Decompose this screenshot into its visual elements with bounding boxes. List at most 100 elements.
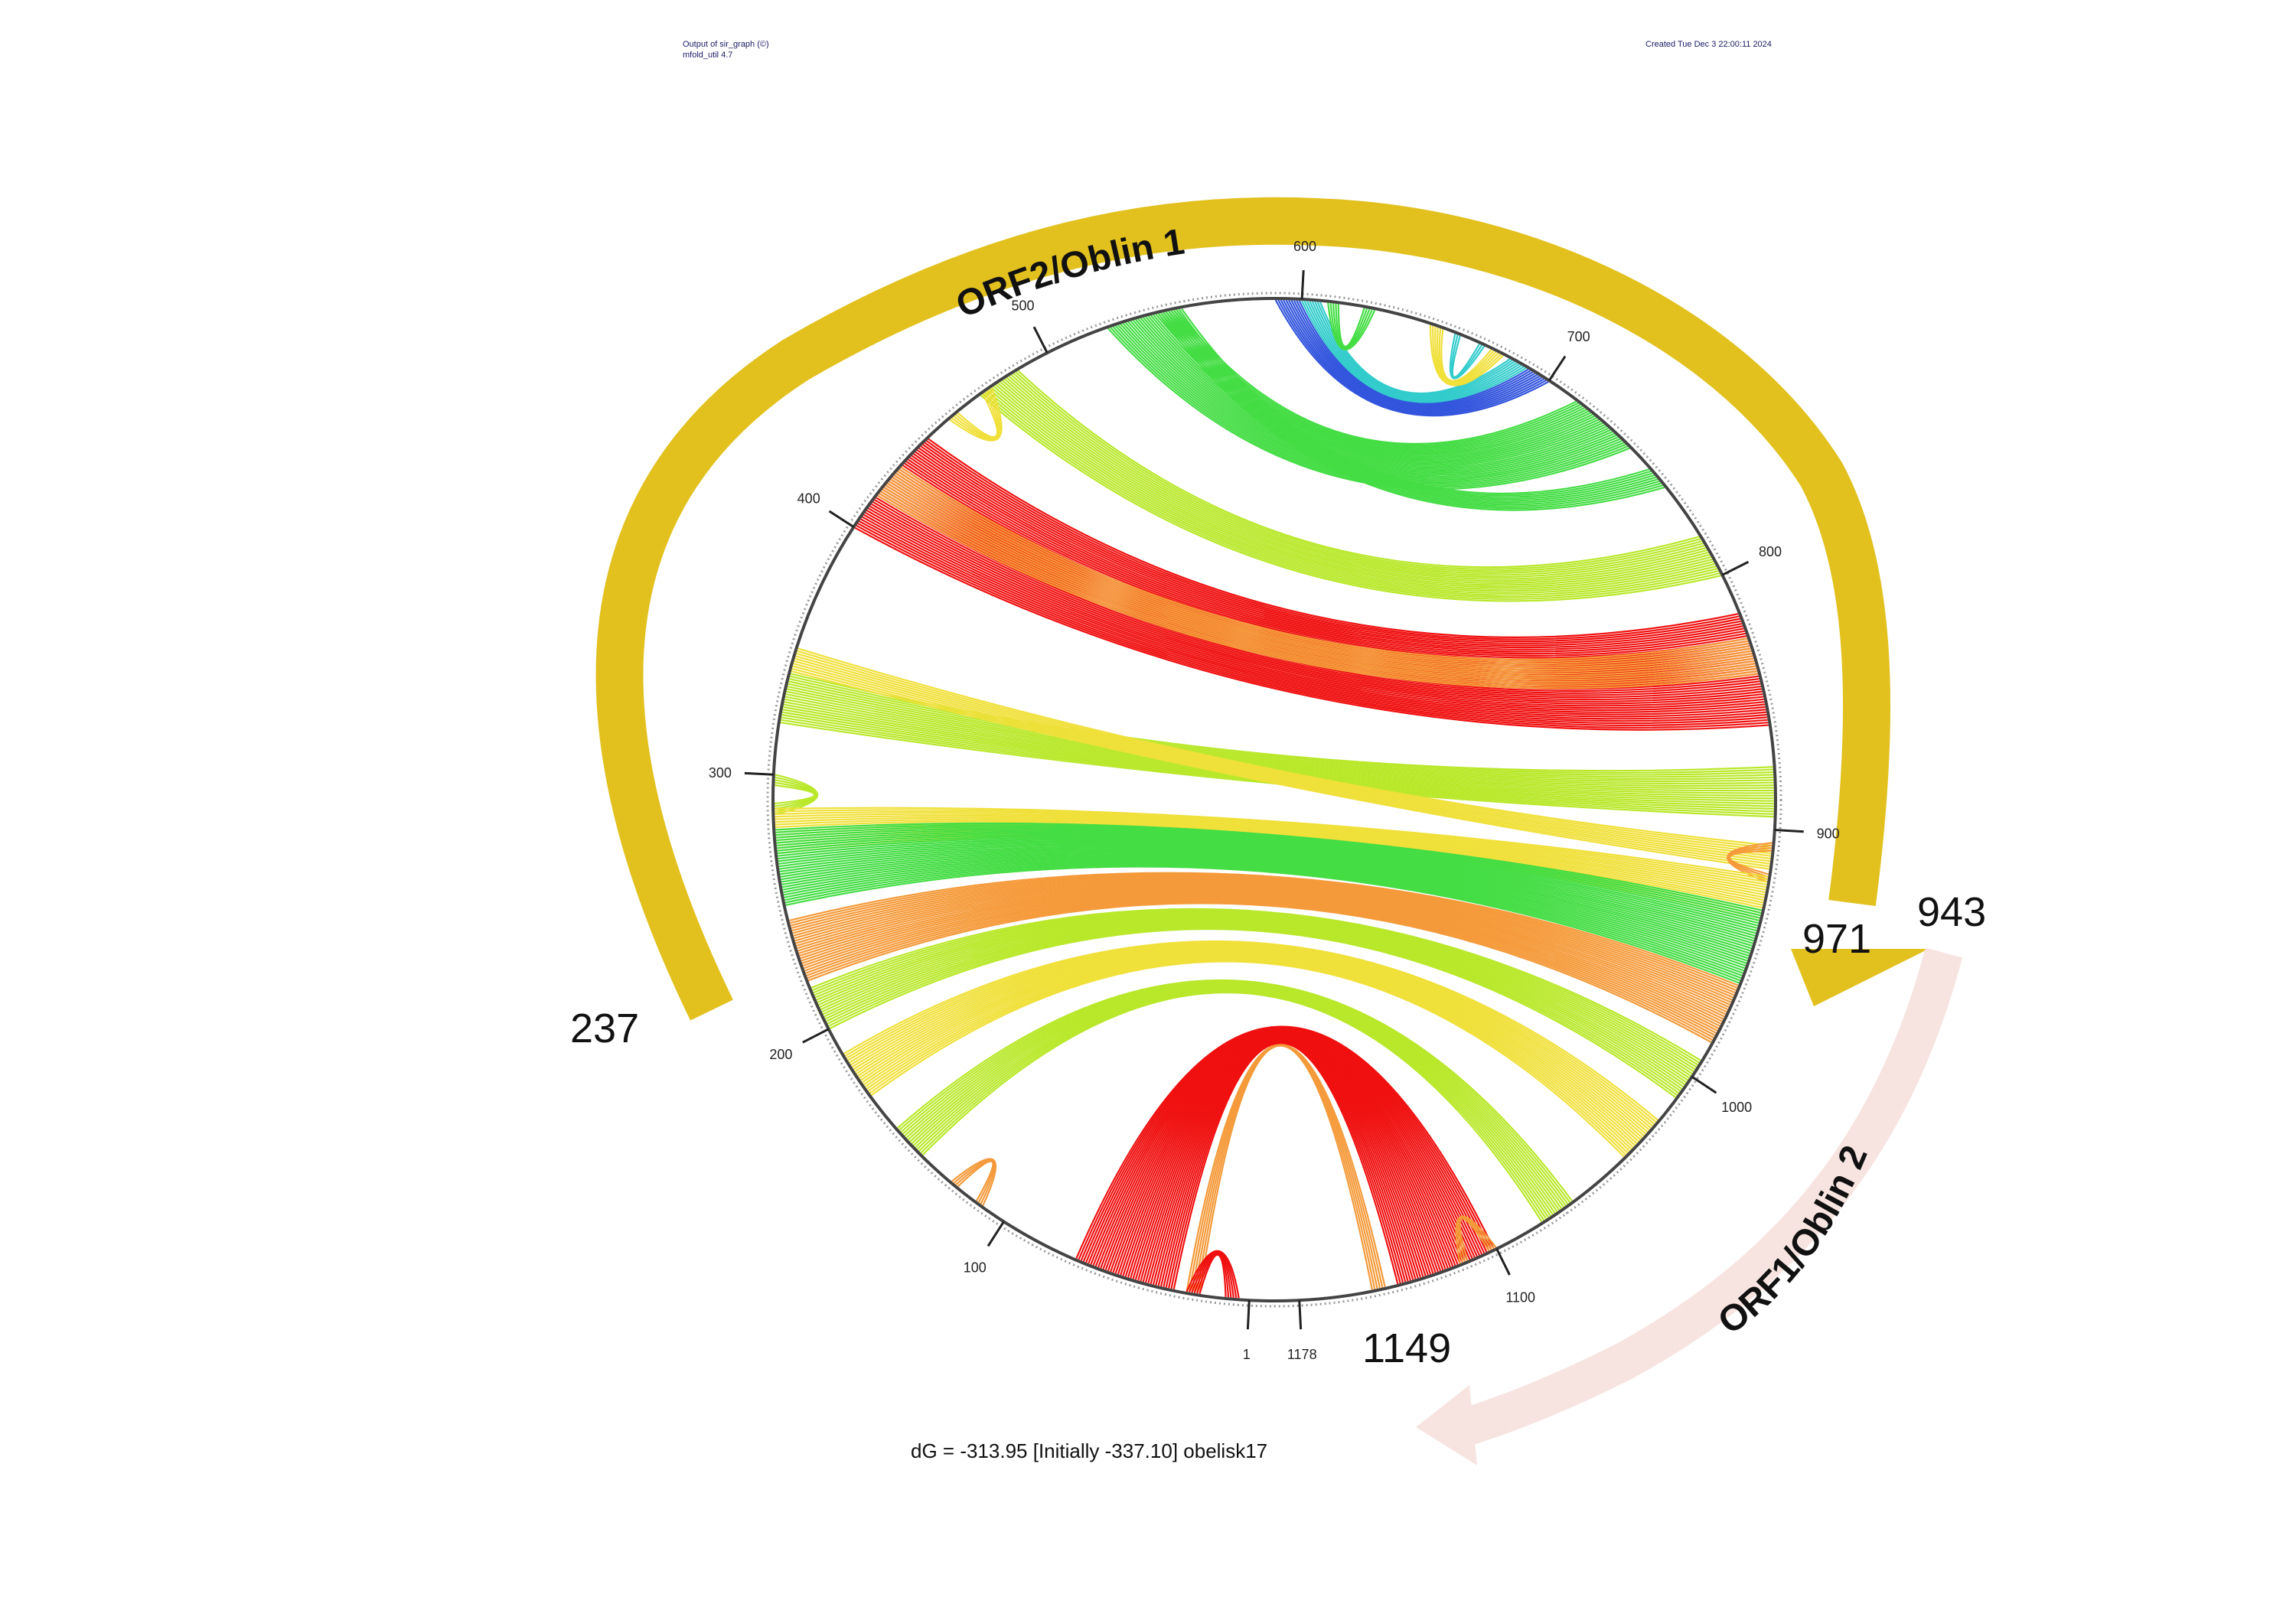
helix-chord <box>879 493 1758 687</box>
helix-chord <box>857 951 1642 1141</box>
helix-chord <box>902 982 1567 1207</box>
helix-chord <box>916 449 1744 650</box>
tick-label-500: 500 <box>1012 298 1035 314</box>
helix-chord <box>880 491 1760 694</box>
helix-chord <box>890 478 1756 682</box>
helix-chord <box>819 918 1690 1079</box>
helix-chord <box>866 957 1630 1152</box>
tick-800 <box>1721 560 1750 576</box>
helix-chord <box>783 860 1743 974</box>
tick-label-800: 800 <box>1759 544 1782 559</box>
helix-chord <box>1002 380 1709 582</box>
helix-chord <box>800 891 1723 1022</box>
helix-chord <box>776 830 1760 924</box>
tick-400 <box>828 510 855 528</box>
helix-chord <box>783 859 1744 972</box>
helix-chord <box>791 667 1770 868</box>
helix-chord <box>851 947 1649 1133</box>
helix-chord <box>911 986 1556 1214</box>
helix-chord <box>859 520 1768 725</box>
helix-chord <box>1440 329 1492 382</box>
helix-chord <box>810 908 1701 1061</box>
helix-chord <box>1280 299 1544 414</box>
tick-700 <box>1548 355 1567 382</box>
helix-chord <box>794 881 1732 1003</box>
helix-chord <box>864 511 1766 715</box>
helix-chord <box>788 680 1774 778</box>
helix-chord <box>1165 311 1660 506</box>
tick-200 <box>802 1028 830 1044</box>
sequence-dots <box>766 292 1782 1308</box>
helix-chord <box>818 916 1691 1077</box>
helix-chord <box>987 390 1718 596</box>
helix-chord <box>915 451 1745 653</box>
helix-chord <box>1303 300 1525 402</box>
helix-chord <box>1003 378 1708 580</box>
helix-chord <box>1729 849 1772 875</box>
helix-chord <box>785 865 1740 984</box>
helix-chord <box>775 822 1763 911</box>
helix-chord <box>781 854 1747 964</box>
helix-chord <box>869 505 1764 709</box>
helix-chord <box>1309 301 1520 399</box>
helix-chord <box>899 980 1571 1204</box>
helix-chord <box>1172 309 1655 500</box>
helix-chord <box>1150 315 1597 461</box>
helix-chord <box>844 941 1657 1123</box>
helix-chord <box>1000 381 1711 584</box>
helix-chord <box>883 486 1759 690</box>
helix-chord <box>824 924 1683 1090</box>
helix-chord <box>856 950 1643 1139</box>
helix-chord <box>893 474 1751 669</box>
helix-chord <box>792 665 1770 865</box>
helix-chord <box>775 807 1769 878</box>
helix-chord <box>795 883 1730 1009</box>
helix-chord <box>786 688 1774 785</box>
helix-chord <box>877 494 1759 689</box>
helix-chord <box>802 895 1720 1029</box>
helix-chord <box>897 470 1753 673</box>
tick-500 <box>1032 326 1049 354</box>
helix-chord <box>904 462 1750 665</box>
helix-chord <box>867 958 1629 1154</box>
tick-300 <box>744 771 774 776</box>
helix-chord <box>777 835 1757 932</box>
helix-chord <box>860 518 1767 722</box>
label-943: 943 <box>1917 889 1986 935</box>
helix-chord <box>854 526 1769 731</box>
helix-chord <box>1178 308 1652 497</box>
helix-chord <box>877 494 1762 699</box>
helix-chord <box>889 480 1757 684</box>
helix-chord <box>781 852 1749 960</box>
helix-chord <box>823 922 1684 1088</box>
helix-chord <box>816 914 1694 1073</box>
helix-chord <box>1015 371 1701 570</box>
helix-chord <box>899 468 1753 671</box>
helix-chord <box>893 474 1755 677</box>
label-971: 971 <box>1802 916 1871 962</box>
helix-chord <box>861 954 1636 1146</box>
helix-chord <box>778 841 1754 942</box>
helix-chord <box>797 650 1773 849</box>
header-right: Created Tue Dec 3 22:00:11 2024 <box>1645 40 1772 49</box>
helix-chord <box>822 921 1686 1086</box>
helix-chord <box>1147 315 1600 463</box>
tick-label-1100: 1100 <box>1505 1290 1535 1305</box>
helix-chord <box>1283 299 1543 412</box>
helix-chord <box>1010 373 1704 575</box>
helix-chord <box>1110 327 1629 488</box>
orf1-arrowhead <box>1416 1385 1477 1465</box>
helix-chord <box>796 885 1729 1011</box>
tick-label-400: 400 <box>797 491 820 507</box>
helix-chord <box>984 391 1719 598</box>
helix-chord <box>907 985 1561 1211</box>
helix-chord <box>1075 1025 1495 1260</box>
helix-chord <box>889 480 1753 675</box>
helix-chord <box>1170 310 1657 502</box>
helix-chord <box>928 438 1739 638</box>
helix-chord <box>900 466 1748 660</box>
helix-chord <box>909 457 1748 659</box>
helix-chord <box>863 513 1766 718</box>
